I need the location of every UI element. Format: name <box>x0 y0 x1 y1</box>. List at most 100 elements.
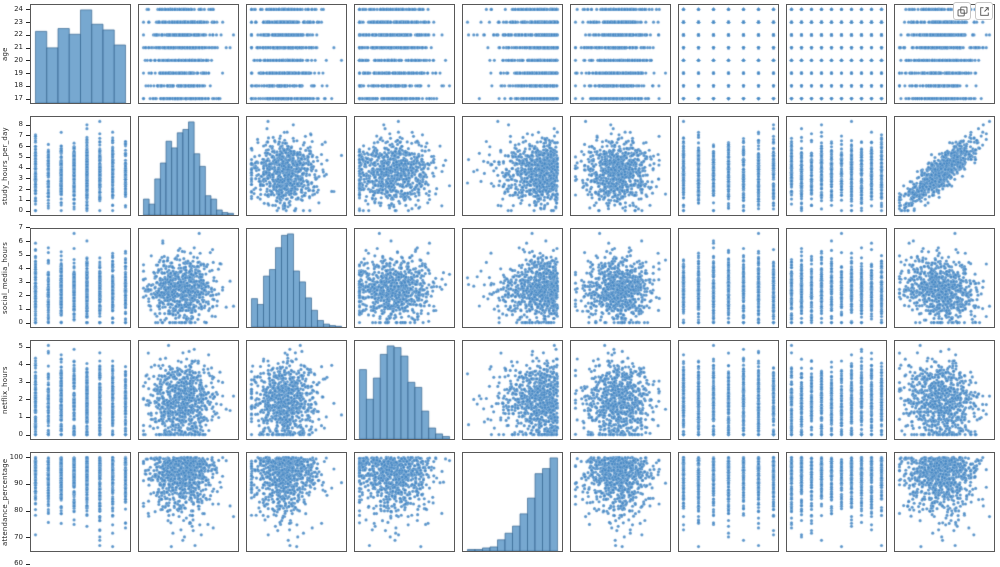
y-tick-mark <box>26 434 30 436</box>
plot-canvas <box>355 229 454 327</box>
y-tick-mark <box>26 346 30 348</box>
plot-canvas <box>463 5 562 103</box>
y-tick-mark <box>26 73 30 75</box>
cell-social_media_hours-vs-exam_score <box>894 228 995 328</box>
plot-canvas <box>787 229 886 327</box>
y-tick-mark <box>26 135 30 137</box>
plot-canvas <box>787 341 886 439</box>
y-tick-mark <box>26 210 30 212</box>
y-tick-mark <box>26 146 30 148</box>
cell-study_hours_per_day-vs-sleep_hours <box>570 116 671 216</box>
y-tick-mark <box>26 416 30 418</box>
cell-age-vs-exercise_frequency <box>678 4 779 104</box>
cell-age-vs-netflix_hours <box>354 4 455 104</box>
y-tick-mark <box>26 156 30 158</box>
plot-canvas <box>355 453 454 551</box>
cell-study_hours_per_day-vs-mental_health_rating <box>786 116 887 216</box>
cell-social_media_hours-vs-netflix_hours <box>354 228 455 328</box>
plot-canvas <box>463 453 562 551</box>
y-tick-mark <box>26 457 30 459</box>
y-tick-label: 1 <box>18 304 23 313</box>
plot-canvas <box>895 117 994 215</box>
cell-netflix_hours-vs-age <box>30 340 131 440</box>
y-axis-label-social_media_hours: social_media_hours <box>1 241 9 315</box>
cell-age-vs-social_media_hours <box>246 4 347 104</box>
plot-canvas <box>247 341 346 439</box>
y-tick-label: 3 <box>18 173 23 182</box>
cell-attendance_percentage-vs-netflix_hours <box>354 452 455 552</box>
plot-canvas <box>679 229 778 327</box>
y-tick-label: 2 <box>18 290 23 299</box>
y-tick-label: 2 <box>18 184 23 193</box>
plot-canvas <box>31 229 130 327</box>
plot-canvas <box>679 341 778 439</box>
plot-canvas <box>895 453 994 551</box>
plot-canvas <box>139 117 238 215</box>
plot-canvas <box>571 5 670 103</box>
y-tick-label: 3 <box>18 377 23 386</box>
y-tick-mark <box>26 281 30 283</box>
cell-netflix_hours-vs-sleep_hours <box>570 340 671 440</box>
plot-canvas <box>463 117 562 215</box>
y-tick-mark <box>26 22 30 24</box>
cell-age-vs-mental_health_rating <box>786 4 887 104</box>
output-toolbar <box>953 2 993 20</box>
y-tick-mark <box>26 483 30 485</box>
y-tick-label: 2 <box>18 394 23 403</box>
y-axis-label-attendance_percentage: attendance_percentage <box>1 458 9 546</box>
y-tick-label: 7 <box>18 222 23 231</box>
y-tick-label: 100 <box>9 452 23 461</box>
diag-hist-study_hours_per_day <box>138 116 239 216</box>
cell-social_media_hours-vs-age <box>30 228 131 328</box>
y-tick-mark <box>26 124 30 126</box>
plot-canvas <box>355 5 454 103</box>
plot-canvas <box>895 5 994 103</box>
cell-attendance_percentage-vs-age <box>30 452 131 552</box>
open-output-button[interactable] <box>975 2 993 20</box>
cell-study_hours_per_day-vs-social_media_hours <box>246 116 347 216</box>
plot-canvas <box>463 229 562 327</box>
cell-attendance_percentage-vs-mental_health_rating <box>786 452 887 552</box>
cell-study_hours_per_day-vs-exercise_frequency <box>678 116 779 216</box>
y-tick-mark <box>26 537 30 539</box>
cell-age-vs-attendance_percentage <box>462 4 563 104</box>
plot-canvas <box>679 117 778 215</box>
plot-canvas <box>31 453 130 551</box>
plot-canvas <box>247 5 346 103</box>
y-tick-label: 23 <box>14 17 23 26</box>
y-tick-label: 21 <box>14 43 23 52</box>
y-tick-mark <box>26 167 30 169</box>
cell-social_media_hours-vs-mental_health_rating <box>786 228 887 328</box>
y-tick-label: 0 <box>18 318 23 327</box>
y-tick-label: 90 <box>14 479 23 488</box>
y-tick-label: 17 <box>14 94 23 103</box>
plot-canvas <box>571 229 670 327</box>
y-tick-mark <box>26 268 30 270</box>
y-tick-label: 6 <box>18 236 23 245</box>
plot-canvas <box>463 341 562 439</box>
plot-canvas <box>571 453 670 551</box>
cell-netflix_hours-vs-exercise_frequency <box>678 340 779 440</box>
y-tick-label: 19 <box>14 68 23 77</box>
y-tick-label: 5 <box>18 250 23 259</box>
plot-canvas <box>139 341 238 439</box>
y-tick-mark <box>26 189 30 191</box>
copy-icon <box>957 6 967 16</box>
copy-output-button[interactable] <box>953 2 971 20</box>
cell-attendance_percentage-vs-study_hours_per_day <box>138 452 239 552</box>
y-tick-mark <box>26 381 30 383</box>
cell-netflix_hours-vs-study_hours_per_day <box>138 340 239 440</box>
open-in-new-icon <box>979 6 989 16</box>
plot-canvas <box>787 453 886 551</box>
plot-canvas <box>139 229 238 327</box>
plot-canvas <box>895 341 994 439</box>
diag-hist-age <box>30 4 131 104</box>
plot-canvas <box>247 453 346 551</box>
y-tick-label: 6 <box>18 141 23 150</box>
y-axis-label-netflix_hours: netflix_hours <box>1 366 9 414</box>
diag-hist-attendance_percentage <box>462 452 563 552</box>
plot-canvas <box>139 5 238 103</box>
y-tick-label: 0 <box>18 206 23 215</box>
cell-netflix_hours-vs-exam_score <box>894 340 995 440</box>
